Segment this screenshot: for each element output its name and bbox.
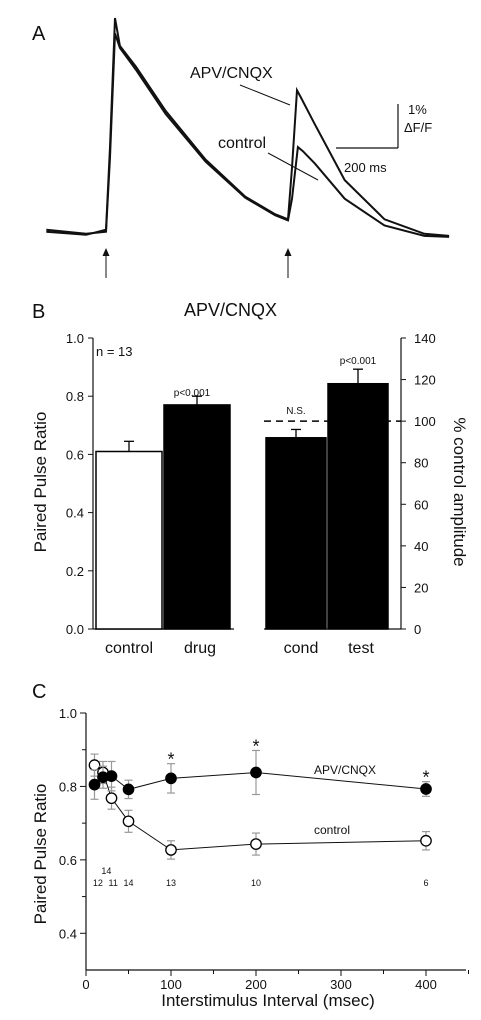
panel-b-cat-cond: cond bbox=[284, 640, 319, 657]
panel-b-right-tick-label: 20 bbox=[414, 580, 428, 595]
point-apv-cnqx bbox=[122, 783, 135, 796]
panel-a-control-label: control bbox=[218, 135, 266, 152]
panel-c-y-tick-label: 1.0 bbox=[59, 706, 77, 721]
panel-b-right-tick-label: 140 bbox=[414, 331, 436, 346]
significance-star: * bbox=[167, 750, 174, 770]
panel-b-left-ylabel: Paired Pulse Ratio bbox=[31, 412, 50, 553]
panel-c-y-tick-label: 0.8 bbox=[59, 779, 77, 794]
panel-b-right-tick-label: 60 bbox=[414, 497, 428, 512]
panel-b-left-tick-label: 0.2 bbox=[66, 564, 84, 579]
panel-a-letter: A bbox=[32, 23, 46, 45]
panel-a-scale-y-unit: ΔF/F bbox=[404, 120, 432, 135]
panel-a-scale-y: 1% bbox=[408, 102, 427, 117]
panel-c-y-tick-label: 0.4 bbox=[59, 926, 77, 941]
panel-c-n-label: 13 bbox=[166, 878, 176, 888]
panel-c-x-tick-label: 100 bbox=[160, 977, 182, 992]
panel-c-x-tick-label: 0 bbox=[82, 977, 89, 992]
panel-b-left-tick-label: 0.0 bbox=[66, 622, 84, 637]
panel-c-x-tick-label: 200 bbox=[245, 977, 267, 992]
panel-b-right-ylabel: % control amplitude bbox=[450, 417, 469, 566]
point-control bbox=[165, 844, 177, 856]
panel-b-annot-drug: p<0.001 bbox=[174, 388, 211, 399]
panel-c-n-label: 14 bbox=[123, 878, 133, 888]
point-apv-cnqx bbox=[165, 772, 177, 785]
stimulus-arrowhead-2 bbox=[284, 248, 292, 256]
panel-b-cat-test: test bbox=[348, 640, 374, 657]
point-control bbox=[88, 759, 101, 771]
panel-b-left-tick-label: 0.6 bbox=[66, 447, 84, 462]
panel-b-right-tick-label: 80 bbox=[414, 456, 428, 471]
panel-b-n-label: n = 13 bbox=[96, 344, 133, 359]
panel-a-drug-pointer bbox=[239, 84, 291, 106]
panel-a-drug-label: APV/CNQX bbox=[190, 65, 273, 82]
panel-b-right-tick-label: 40 bbox=[414, 539, 428, 554]
stimulus-arrowhead-1 bbox=[102, 248, 110, 256]
panel-c-x-tick-label: 300 bbox=[330, 977, 352, 992]
panel-c-n-label: 14 bbox=[101, 866, 111, 876]
point-control bbox=[105, 792, 118, 805]
trace-control bbox=[46, 33, 450, 238]
panel-c-xlabel: Interstimulus Interval (msec) bbox=[161, 991, 375, 1010]
panel-b-right-tick-label: 100 bbox=[414, 414, 436, 429]
point-control bbox=[420, 834, 432, 847]
panel-b-title: APV/CNQX bbox=[184, 300, 277, 320]
point-apv-cnqx bbox=[420, 783, 432, 795]
panel-c-x-tick-label: 400 bbox=[415, 977, 437, 992]
panel-c-series-drug-label: APV/CNQX bbox=[314, 763, 376, 777]
point-apv-cnqx bbox=[250, 766, 262, 779]
panel-c-n-label: 11 bbox=[109, 878, 118, 888]
panel-c-n-label: 10 bbox=[251, 878, 261, 888]
point-apv-cnqx bbox=[105, 770, 118, 782]
panel-b-cat-drug: drug bbox=[184, 640, 216, 657]
panel-a-scale-x: 200 ms bbox=[344, 160, 387, 175]
panel-b-annot-test: p<0.001 bbox=[340, 356, 377, 367]
point-apv-cnqx bbox=[88, 778, 101, 791]
point-control bbox=[122, 815, 135, 828]
panel-b-left-tick-label: 1.0 bbox=[66, 331, 84, 346]
bar-control bbox=[95, 450, 163, 630]
panel-b-left-tick-label: 0.4 bbox=[66, 506, 84, 521]
panel-c-n-label: 12 bbox=[93, 878, 103, 888]
point-control bbox=[250, 838, 262, 850]
panel-a-traces bbox=[46, 17, 450, 278]
panel-b-cat-control: control bbox=[105, 640, 153, 657]
panel-c-axes: 0.4 0.6 0.8 1.0 0 100 200 300 400 * * * 12 14 11 14 13 10… bbox=[59, 706, 469, 992]
panel-b-left-tick-label: 0.8 bbox=[66, 389, 84, 404]
panel-c-ylabel: Paired Pulse Ratio bbox=[31, 784, 50, 925]
panel-c-n-label: 6 bbox=[423, 878, 428, 888]
bar-test bbox=[327, 382, 389, 630]
panel-b-right-tick-label: 120 bbox=[414, 373, 436, 388]
panel-b-annot-cond: N.S. bbox=[286, 406, 305, 417]
bar-drug bbox=[163, 404, 231, 630]
panel-c-series-control-label: control bbox=[314, 823, 350, 837]
significance-star: * bbox=[252, 736, 259, 756]
panel-a-control-pointer bbox=[267, 152, 319, 181]
panel-b-letter: B bbox=[32, 301, 45, 323]
panel-b-right-tick-label: 0 bbox=[414, 622, 421, 637]
line-control bbox=[94, 764, 427, 851]
panel-c-y-tick-label: 0.6 bbox=[59, 853, 77, 868]
significance-star: * bbox=[422, 768, 429, 788]
bar-cond bbox=[265, 437, 327, 630]
panel-b-axes: 0.0 0.2 0.4 0.6 0.8 1.0 0 20 40 60 80 100 120 140 bbox=[66, 331, 436, 637]
panel-a-scale-bar bbox=[336, 104, 399, 149]
panel-c-letter: C bbox=[32, 681, 46, 703]
